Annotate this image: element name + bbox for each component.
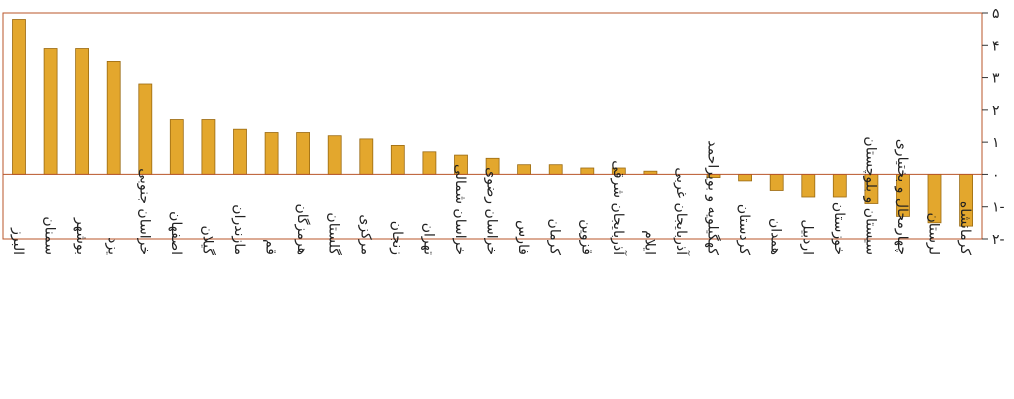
bar [327, 135, 342, 175]
category-label: قم [263, 239, 279, 255]
bar [832, 173, 847, 198]
category-label: زنجان [389, 221, 405, 255]
category-label: فارس [515, 220, 531, 255]
bar [643, 170, 658, 175]
category-label: سمنان [42, 216, 58, 255]
category-label: اصفهان [168, 211, 184, 255]
bar [12, 19, 26, 175]
y-tick-label: ۲- [992, 232, 1005, 248]
category-label: کرمان [547, 219, 563, 256]
category-label: آذربایجان شرقی [610, 160, 627, 256]
bars-layer [12, 19, 973, 227]
bar [517, 164, 531, 175]
y-tick-label: ۳ [992, 71, 1000, 87]
bar [169, 119, 184, 175]
bar [422, 151, 437, 175]
category-label: لرستان [926, 213, 942, 256]
bar [43, 48, 58, 175]
category-labels-layer: البرز سمنان بوشهر یزد خراسان جنوبی اصفهان گیلا… [10, 136, 973, 256]
y-ticks-layer: ۲- ۱- ۰ ۱ ۲ ۳ ۴ ۵ [982, 6, 1005, 248]
bar [738, 173, 752, 182]
bar [264, 132, 279, 175]
y-tick-label: ۰ [992, 167, 1000, 183]
category-label: اردبیل [799, 219, 815, 255]
category-label: همدان [768, 218, 784, 255]
y-tick-label: ۱- [992, 200, 1005, 216]
bar [296, 132, 311, 175]
bar [201, 119, 216, 175]
category-label: سیستان و بلوچستان [862, 136, 878, 255]
bar [390, 144, 405, 175]
frame-layer [2, 12, 983, 240]
bar [138, 83, 153, 175]
category-label: هرمزگان [294, 203, 311, 255]
bar [106, 61, 121, 175]
category-label: مازندران [231, 204, 247, 255]
y-tick-label: ۵ [992, 6, 1000, 22]
bar [233, 128, 247, 175]
category-label: کرمانشاه [957, 201, 973, 255]
bar [580, 167, 595, 175]
category-label: چهارمحال و بختیاری [894, 139, 910, 255]
category-label: گلستان [326, 212, 343, 255]
category-label: مرکزی [357, 214, 373, 255]
category-label: خوزستان [831, 202, 847, 255]
y-tick-label: ۴ [992, 38, 1000, 54]
category-label: یزد [105, 237, 121, 255]
category-label: البرز [10, 227, 26, 255]
category-label: گیلان [199, 225, 216, 255]
category-label: خراسان شمالی [452, 164, 468, 255]
category-label: آذربایجان غربی [673, 167, 690, 256]
category-label: کهگیلویه و بویراحمد [705, 140, 722, 255]
category-label: تهران [420, 223, 436, 255]
category-label: کردستان [736, 204, 752, 255]
category-label: قزوین [578, 219, 594, 255]
bar [75, 48, 89, 175]
y-tick-label: ۲ [992, 103, 1000, 119]
category-label: خراسان رضوی [484, 167, 500, 255]
bar [801, 173, 816, 198]
bar [359, 138, 374, 175]
bar [769, 173, 784, 191]
y-tick-label: ۱ [992, 135, 1000, 151]
category-label: ایلام [641, 230, 657, 255]
plot-frame [2, 12, 983, 240]
category-label: بوشهر [73, 217, 89, 255]
bar [548, 164, 563, 175]
category-label: خراسان جنوبی [136, 168, 152, 255]
